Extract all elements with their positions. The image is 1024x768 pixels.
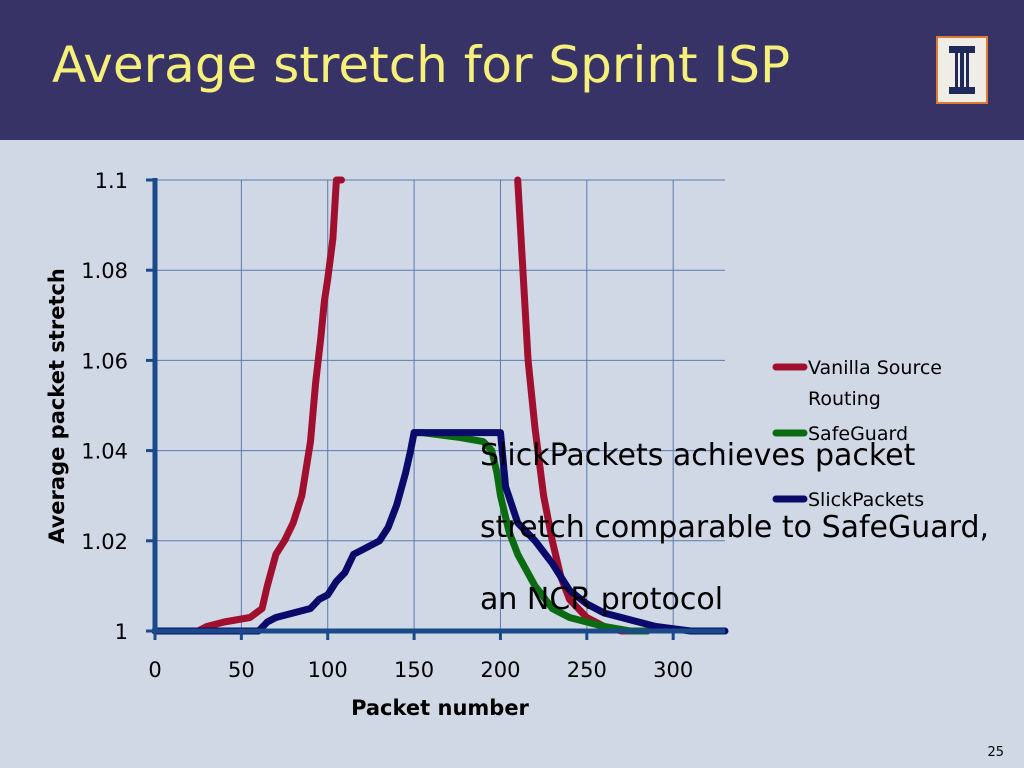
x-tick-label: 0: [148, 658, 161, 682]
y-tick-label: 1.06: [81, 349, 128, 373]
y-tick-label: 1.08: [81, 259, 128, 283]
y-axis-label: Average packet stretch: [45, 268, 69, 544]
university-logo-icon: [936, 36, 988, 104]
x-tick-label: 300: [653, 658, 693, 682]
y-tick-label: 1.1: [95, 169, 128, 193]
stretch-line-chart: 1 1.02 1.04 1.06 1.08 1.1 0 50 100 150 200 250 300 A…: [45, 169, 942, 720]
x-tick-label: 150: [394, 658, 434, 682]
series-line-1: [410, 429, 651, 635]
x-tick-label: 50: [228, 658, 255, 682]
x-axis-label: Packet number: [351, 696, 529, 720]
y-tick-label: 1: [115, 620, 128, 644]
legend-label-2: SlickPackets: [808, 489, 924, 511]
legend-label-1: SafeGuard: [808, 423, 908, 445]
x-tick-label: 250: [567, 658, 607, 682]
chart-series: [151, 176, 729, 635]
chart-legend: Vanilla Source Routing SafeGuard SlickPacke…: [772, 357, 942, 511]
slide-title: Average stretch for Sprint ISP: [52, 36, 791, 94]
chart-grid: [155, 179, 725, 631]
chart-ticks: 1 1.02 1.04 1.06 1.08 1.1 0 50 100 150 200 250 300: [81, 169, 693, 682]
overlay-note: SlickPackets achieves packet stretch com…: [480, 438, 990, 617]
legend-label-0: Vanilla Source Routing: [808, 357, 942, 410]
slide-number: 25: [987, 745, 1004, 760]
slide-header: Average stretch for Sprint ISP: [0, 0, 1024, 140]
x-tick-label: 100: [308, 658, 348, 682]
x-tick-label: 200: [480, 658, 520, 682]
y-tick-label: 1.04: [81, 440, 128, 464]
chart-axes: [152, 178, 725, 634]
y-tick-label: 1.02: [81, 530, 128, 554]
series-line-2: [151, 429, 729, 635]
